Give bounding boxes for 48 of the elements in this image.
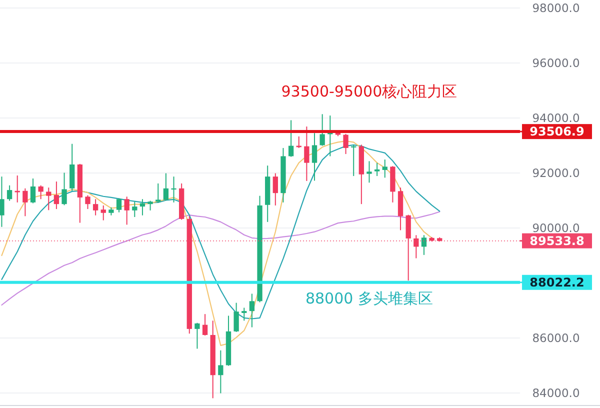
candlestick: [46, 187, 52, 211]
y-tick-label: 98000.0: [532, 1, 580, 15]
candlestick: [374, 162, 380, 177]
ref-line-label: 93506.9: [530, 124, 584, 139]
candlestick: [421, 234, 427, 256]
candlestick: [22, 188, 28, 217]
candlestick: [304, 126, 310, 182]
candlestick: [14, 174, 20, 203]
candlestick: [85, 194, 90, 210]
candlestick: [0, 176, 4, 228]
candlestick: [38, 184, 44, 200]
y-tick-label: 84000.0: [532, 386, 580, 400]
y-tick-label: 96000.0: [532, 56, 580, 70]
candlestick: [132, 201, 138, 218]
candlestick: [70, 143, 75, 192]
candlestick: [194, 322, 200, 350]
candlestick: [54, 181, 60, 210]
candlestick: [163, 172, 169, 201]
candlestick: [202, 314, 208, 336]
candlestick: [116, 198, 122, 213]
ref-line-label: 89533.8: [530, 234, 584, 248]
candlestick: [242, 307, 247, 322]
candlestick: [312, 132, 318, 182]
candlestick: [124, 196, 130, 226]
candlestick: [272, 172, 278, 206]
candlestick: [366, 160, 372, 184]
candlestick: [288, 120, 294, 158]
candlestick: [100, 204, 106, 221]
annotation: 93500-95000核心阻力区: [281, 82, 458, 101]
candlestick: [6, 184, 12, 202]
candlestick: [249, 293, 255, 328]
candlestick: [148, 200, 153, 211]
ref-line-label: 88022.2: [530, 275, 584, 290]
candlestick: [92, 198, 98, 216]
candlestick: [234, 302, 239, 332]
y-tick-label: 92000.0: [532, 166, 580, 180]
y-tick-label: 86000.0: [532, 331, 580, 345]
candlestick: [30, 178, 36, 204]
candlestick: [320, 114, 325, 146]
candlestick: [171, 176, 176, 203]
candlestick: [382, 159, 388, 178]
annotation: 88000 多头堆集区: [305, 289, 433, 308]
candlestick: [343, 133, 348, 155]
candlestick: [218, 350, 224, 394]
candlestick: [62, 172, 67, 206]
y-tick-label: 90000.0: [532, 221, 580, 235]
candlestick: [156, 182, 161, 203]
y-tick-label: 94000.0: [532, 111, 580, 125]
